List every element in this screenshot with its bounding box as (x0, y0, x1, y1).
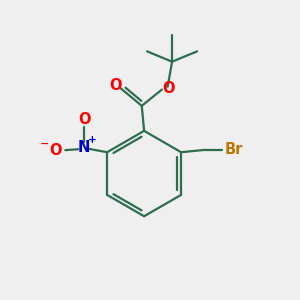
Text: O: O (109, 78, 122, 93)
Text: O: O (78, 112, 90, 127)
Text: +: + (88, 135, 97, 145)
Text: O: O (162, 81, 175, 96)
Text: O: O (50, 143, 62, 158)
Text: −: − (40, 138, 50, 148)
Text: Br: Br (225, 142, 243, 158)
Text: N: N (78, 140, 90, 155)
